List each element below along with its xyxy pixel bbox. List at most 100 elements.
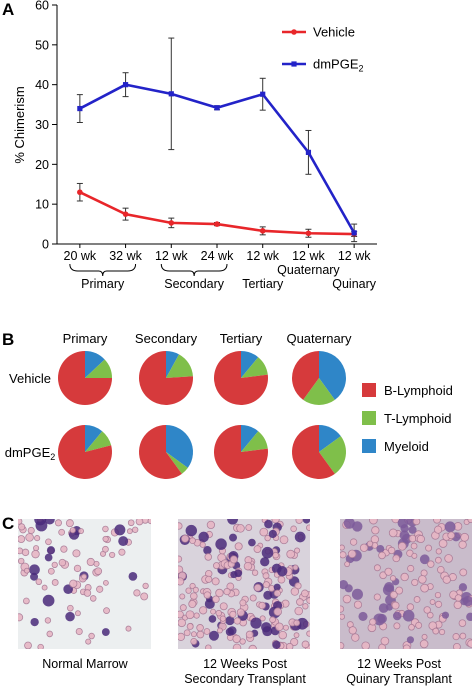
cell xyxy=(183,629,191,637)
cell xyxy=(402,609,415,622)
cell xyxy=(264,519,273,529)
pie-slice xyxy=(85,431,112,452)
cell xyxy=(208,615,217,623)
cell xyxy=(211,577,220,586)
cell xyxy=(434,525,443,534)
legend-marker xyxy=(291,29,297,35)
cell xyxy=(37,643,44,649)
cell xyxy=(63,584,73,595)
y-tick-label: 40 xyxy=(35,78,49,92)
cell xyxy=(376,544,385,553)
pie-slice xyxy=(292,351,319,400)
cell xyxy=(86,557,95,567)
cell xyxy=(285,642,294,649)
cell xyxy=(69,579,78,588)
cell xyxy=(389,590,398,599)
cell xyxy=(361,641,370,649)
cell xyxy=(442,575,451,584)
cell xyxy=(408,623,415,631)
cell xyxy=(35,578,43,586)
cell xyxy=(178,632,185,641)
series-1 xyxy=(76,37,358,243)
cell xyxy=(178,618,186,628)
cell xyxy=(395,586,404,595)
cell xyxy=(190,592,198,600)
cell xyxy=(185,524,198,537)
group-label: Quaternary xyxy=(277,263,340,277)
micrograph-quinary xyxy=(340,519,472,649)
cell xyxy=(259,615,266,622)
cell xyxy=(447,531,456,540)
cell xyxy=(140,592,149,601)
cell xyxy=(444,554,453,563)
cell xyxy=(232,634,241,644)
cell xyxy=(51,579,59,586)
cell xyxy=(85,638,92,645)
cell xyxy=(302,519,310,524)
x-tick-label: 20 wk xyxy=(64,249,97,263)
cell xyxy=(243,561,253,571)
cell xyxy=(88,632,95,640)
cell xyxy=(199,541,206,548)
cell xyxy=(467,639,472,648)
cell xyxy=(217,627,223,634)
legend-label: Vehicle xyxy=(313,25,355,40)
cell xyxy=(262,626,273,637)
cell xyxy=(340,605,345,613)
cell xyxy=(378,603,389,613)
series-layer xyxy=(76,37,358,243)
cell xyxy=(89,595,97,602)
cell xyxy=(458,540,467,549)
chimerism-line-chart: % Chimerism 0 10 20 30 40 50 60 20 wk 32 wk 12 w… xyxy=(12,0,377,291)
pie-slice xyxy=(241,431,268,452)
pie-slice xyxy=(319,351,347,400)
cell xyxy=(69,527,76,534)
cell xyxy=(27,526,35,535)
cell xyxy=(44,519,55,525)
cell xyxy=(411,578,419,587)
cell xyxy=(272,551,279,559)
cell xyxy=(23,597,30,605)
cell xyxy=(132,526,139,533)
cell xyxy=(225,616,235,626)
cell xyxy=(290,637,299,647)
cell xyxy=(74,610,81,617)
group-label: Quinary xyxy=(332,277,377,291)
cell xyxy=(109,551,116,559)
group-label: Tertiary xyxy=(242,277,284,291)
cell xyxy=(196,624,204,632)
y-axis: 0 10 20 30 40 50 60 xyxy=(35,0,58,252)
pie-column-label: Primary xyxy=(63,331,108,346)
cell xyxy=(392,611,402,621)
cell xyxy=(419,554,430,565)
cell xyxy=(400,572,409,582)
cell xyxy=(73,564,82,573)
x-tick-label: 12 wk xyxy=(246,249,279,263)
pie-legend-swatch xyxy=(362,383,376,397)
cell xyxy=(418,575,427,584)
pie xyxy=(292,425,346,479)
cell xyxy=(301,640,310,649)
cell xyxy=(24,641,32,649)
pie-column-labels: Primary Secondary Tertiary Quaternary xyxy=(63,331,352,346)
cell xyxy=(420,583,429,593)
cell xyxy=(102,535,109,543)
cell xyxy=(215,588,224,598)
cell xyxy=(389,575,397,582)
cell xyxy=(192,586,199,593)
y-tick-label: 60 xyxy=(35,0,49,13)
pie-slice xyxy=(241,351,259,378)
cell xyxy=(54,519,62,527)
cell xyxy=(186,623,194,630)
cell xyxy=(351,588,363,600)
cell xyxy=(249,594,257,602)
pie-legend-label: Myeloid xyxy=(384,439,429,454)
cell xyxy=(415,621,423,629)
cell xyxy=(340,579,349,590)
cell xyxy=(198,531,209,543)
cell xyxy=(391,601,400,610)
pie-row-label: Vehicle xyxy=(9,371,51,386)
cell xyxy=(425,544,433,552)
pie-legend-label: T-Lymphoid xyxy=(384,411,451,426)
cell xyxy=(302,603,309,610)
